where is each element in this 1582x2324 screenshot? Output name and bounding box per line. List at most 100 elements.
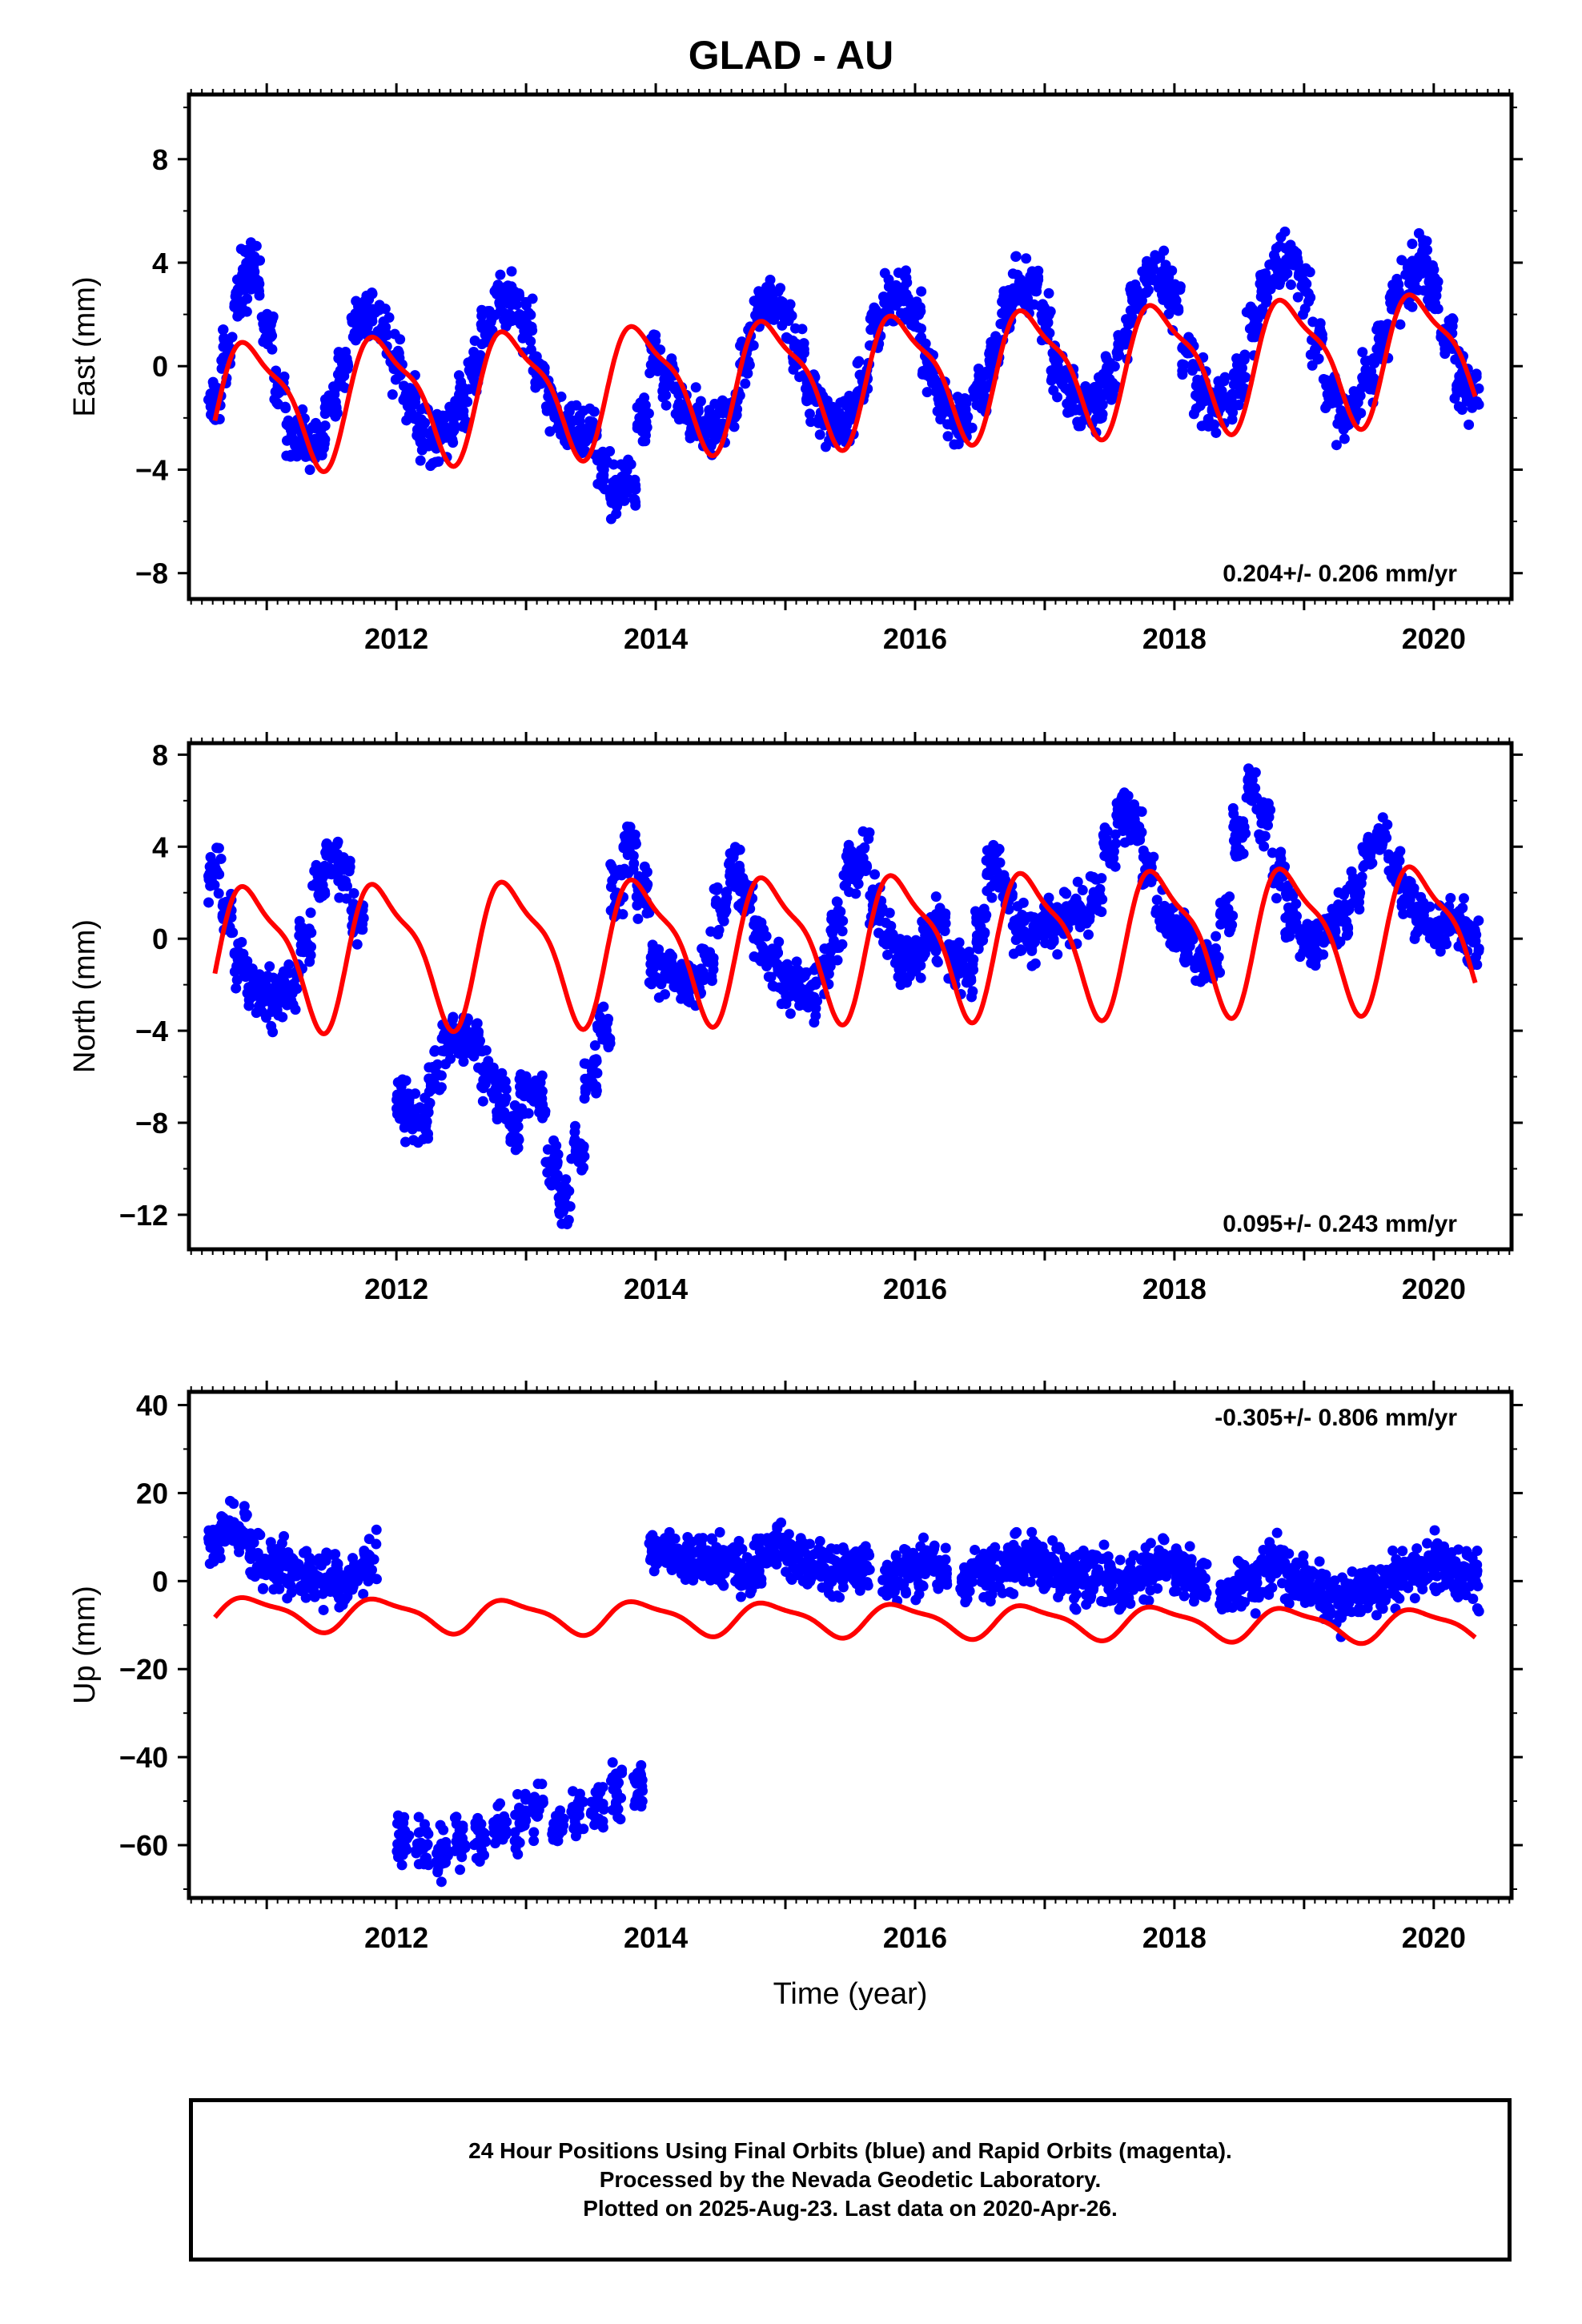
data-point [1048, 384, 1059, 396]
data-point [501, 1112, 512, 1123]
data-point [1037, 316, 1048, 327]
data-point [1211, 931, 1222, 942]
data-point [828, 935, 839, 947]
data-point [986, 892, 998, 903]
data-point [1155, 922, 1166, 933]
data-point [1376, 341, 1387, 352]
data-point [810, 1010, 821, 1021]
data-point [1440, 923, 1452, 935]
data-point [1170, 279, 1181, 290]
data-point [638, 420, 649, 432]
y-tick-label: 4 [152, 247, 168, 279]
data-point [832, 955, 843, 966]
data-point [471, 1019, 482, 1030]
data-point [476, 319, 487, 330]
data-point [695, 396, 706, 407]
data-point [1346, 866, 1357, 877]
data-point [480, 1045, 492, 1056]
data-point [1225, 919, 1236, 930]
data-point [1411, 915, 1422, 927]
y-tick-label: −8 [135, 557, 168, 590]
data-point [1155, 281, 1166, 292]
data-point [966, 991, 978, 1003]
data-point [1326, 382, 1337, 393]
data-point [264, 961, 275, 972]
data-point [1074, 919, 1086, 931]
data-point [260, 332, 271, 344]
data-point [597, 1034, 608, 1045]
plot-frame [187, 741, 1514, 1252]
data-point [644, 368, 656, 379]
data-point [775, 283, 786, 294]
data-point [962, 974, 974, 985]
data-point [569, 1134, 580, 1145]
data-point [1112, 818, 1123, 829]
data-point [1043, 287, 1054, 299]
data-point [748, 340, 759, 351]
data-point [476, 339, 488, 350]
data-point [998, 297, 1009, 308]
data-point [1315, 318, 1326, 329]
data-point [424, 1097, 436, 1108]
data-point [845, 413, 857, 424]
data-point [323, 841, 335, 852]
data-point [773, 947, 784, 959]
data-point [606, 485, 617, 496]
data-point [216, 355, 227, 366]
data-point [972, 917, 983, 928]
data-point [267, 1027, 279, 1038]
data-point [414, 426, 425, 437]
data-point [448, 424, 460, 436]
data-point [571, 1152, 582, 1163]
data-point [1105, 858, 1116, 869]
data-point [1233, 850, 1244, 862]
data-point [1193, 958, 1204, 969]
data-point [605, 493, 616, 504]
data-point [1073, 910, 1084, 921]
data-point [1432, 304, 1443, 315]
data-point [1229, 818, 1240, 829]
data-point [211, 842, 223, 854]
data-point [523, 308, 534, 319]
data-point [1126, 811, 1137, 822]
data-point [859, 842, 870, 853]
data-point [942, 419, 954, 430]
data-point [697, 943, 708, 955]
data-point [241, 306, 252, 317]
data-point [413, 1121, 424, 1132]
data-point [942, 431, 954, 442]
data-point [779, 973, 790, 984]
data-point [756, 940, 767, 951]
data-point [982, 869, 993, 880]
data-point [400, 388, 412, 400]
data-point [1139, 287, 1150, 299]
data-point [855, 850, 866, 862]
data-point [660, 989, 671, 1000]
data-point [843, 839, 854, 850]
data-point [203, 897, 215, 908]
data-point [1146, 876, 1157, 887]
data-point [1421, 235, 1432, 247]
data-point [400, 1075, 412, 1086]
data-point [753, 952, 764, 963]
data-point [706, 975, 717, 987]
data-point [661, 381, 673, 392]
data-point [360, 320, 371, 332]
data-point [987, 853, 998, 864]
data-point [249, 274, 260, 285]
data-point [1034, 927, 1045, 939]
data-point [905, 947, 917, 958]
data-point [986, 359, 998, 370]
data-point [840, 399, 851, 410]
x-tick-label: 2014 [624, 622, 688, 655]
data-point [484, 328, 495, 340]
data-point [625, 459, 636, 470]
data-point [774, 304, 785, 315]
data-point [1048, 934, 1059, 945]
data-point [1335, 405, 1347, 416]
data-point [721, 892, 733, 903]
data-point [1224, 891, 1235, 903]
data-point [219, 332, 230, 344]
data-point [1464, 419, 1475, 430]
data-point [1392, 850, 1403, 861]
